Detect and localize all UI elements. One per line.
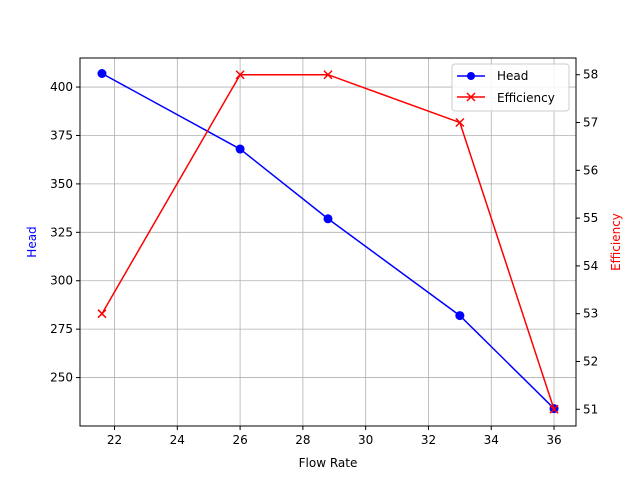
y-tick-label: 275 [50, 322, 73, 336]
efficiency-point-marker [323, 70, 333, 80]
x-tick-label: 30 [358, 433, 373, 447]
y2-tick-label: 58 [583, 68, 598, 82]
head-point-marker [235, 144, 245, 154]
y2-axis-ticks: 51 52 53 54 55 56 57 58 [576, 68, 598, 416]
x-tick-label: 28 [295, 433, 310, 447]
head-point-marker [97, 68, 107, 78]
y-tick-label: 400 [50, 80, 73, 94]
legend-head-marker-icon [467, 72, 475, 80]
head-line [101, 72, 555, 410]
y-tick-label: 375 [50, 128, 73, 142]
efficiency-point-marker [549, 404, 559, 414]
y2-tick-label: 56 [583, 163, 598, 177]
x-tick-label: 26 [232, 433, 247, 447]
y-tick-label: 325 [50, 225, 73, 239]
y2-tick-label: 51 [583, 402, 598, 416]
efficiency-point-marker [97, 309, 107, 319]
y-axis-ticks: 250 275 300 325 350 375 400 [50, 80, 80, 385]
efficiency-point-marker [235, 70, 245, 80]
x-tick-label: 32 [421, 433, 436, 447]
x-tick-label: 34 [484, 433, 499, 447]
series-layer [97, 68, 559, 414]
efficiency-line [101, 73, 555, 410]
y2-tick-label: 54 [583, 259, 598, 273]
y-tick-label: 300 [50, 274, 73, 288]
y2-tick-label: 52 [583, 354, 598, 368]
y2-tick-label: 53 [583, 307, 598, 321]
head-point-marker [323, 214, 333, 224]
y2-axis-label: Efficiency [609, 213, 623, 271]
x-tick-label: 22 [107, 433, 122, 447]
x-tick-label: 24 [170, 433, 185, 447]
legend: Head Efficiency [451, 63, 570, 112]
legend-efficiency-label: Efficiency [497, 91, 555, 105]
y-tick-label: 350 [50, 177, 73, 191]
efficiency-point-marker [455, 117, 465, 128]
x-axis-label: Flow Rate [299, 456, 358, 470]
legend-head-label: Head [497, 69, 528, 83]
grid-lines [80, 58, 576, 426]
y2-tick-label: 57 [583, 116, 598, 130]
x-tick-label: 36 [546, 433, 561, 447]
y-tick-label: 250 [50, 371, 73, 385]
x-axis-ticks: 22 24 26 28 30 32 34 36 [107, 426, 562, 447]
plot-frame [79, 57, 577, 427]
y2-tick-label: 55 [583, 211, 598, 225]
legend-efficiency-marker-icon [466, 92, 476, 102]
head-point-marker [455, 311, 465, 321]
y-axis-label: Head [25, 226, 39, 257]
